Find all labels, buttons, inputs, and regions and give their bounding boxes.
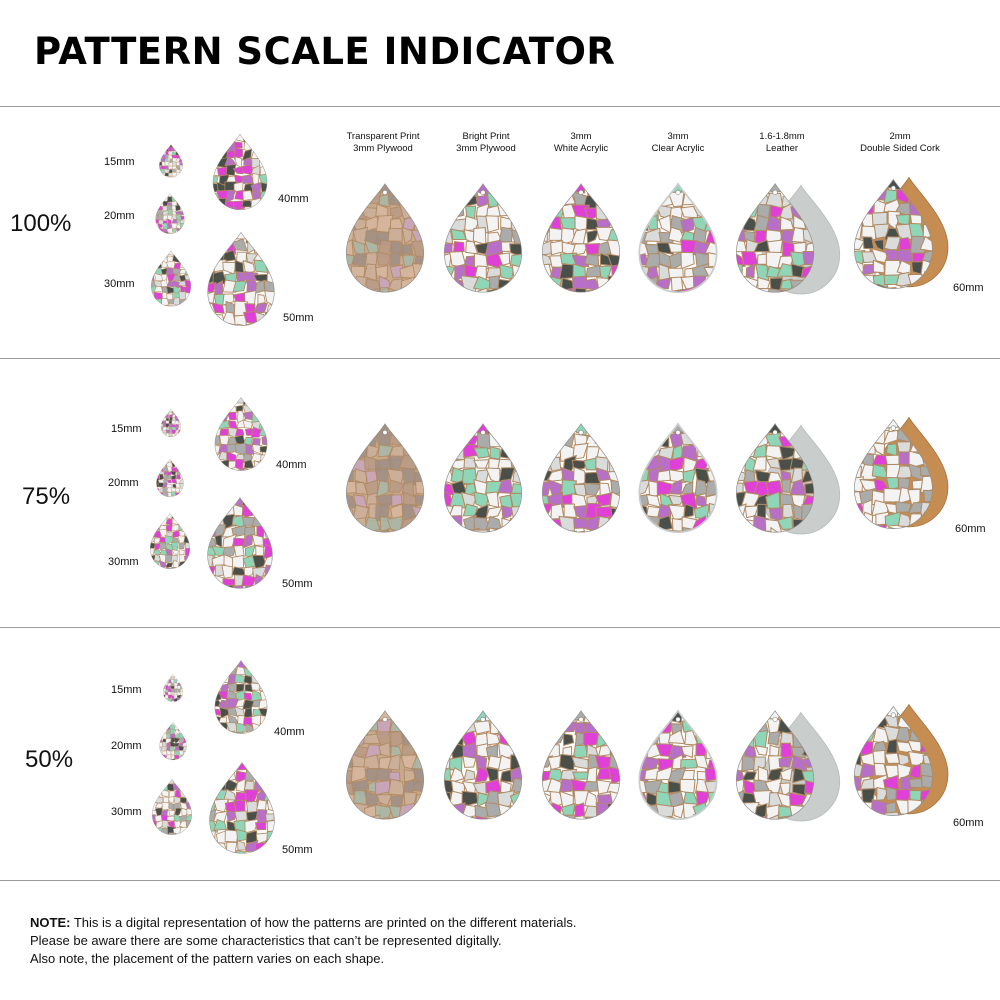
earring-sample xyxy=(151,250,191,307)
size-label-50: 50mm xyxy=(283,312,314,324)
earring-sample xyxy=(156,458,184,498)
size-label-30: 30mm xyxy=(111,806,142,818)
earring-sample xyxy=(638,182,718,294)
earring-sample xyxy=(207,497,273,589)
earring-sample xyxy=(345,423,425,533)
size-label-60: 60mm xyxy=(953,282,984,294)
footnote-line-1: NOTE: This is a digital representation o… xyxy=(30,915,577,930)
earring-sample xyxy=(214,397,268,471)
earring-sample xyxy=(155,193,185,234)
earring-sample xyxy=(214,660,268,734)
divider xyxy=(0,880,1000,881)
column-heading-white-acrylic: 3mm White Acrylic xyxy=(553,131,609,154)
size-label-15: 15mm xyxy=(111,423,142,435)
size-label-15: 15mm xyxy=(104,156,135,168)
footnote: NOTE: This is a digital representation o… xyxy=(30,914,577,968)
earring-sample xyxy=(853,176,949,289)
earring-sample xyxy=(541,183,621,293)
divider xyxy=(0,627,1000,628)
size-label-40: 40mm xyxy=(278,193,309,205)
earring-sample xyxy=(207,231,275,326)
size-label-60: 60mm xyxy=(955,523,986,535)
column-heading-cork: 2mm Double Sided Cork xyxy=(860,131,940,154)
earring-sample xyxy=(853,703,949,816)
earring-sample xyxy=(541,710,621,820)
earring-sample xyxy=(212,133,268,211)
scale-section-75: 75% 15mm 20mm 30mm 40mm 50mm 60mm xyxy=(0,359,1000,609)
earring-sample xyxy=(209,762,275,854)
scale-label: 100% xyxy=(10,210,72,237)
size-label-40: 40mm xyxy=(276,459,307,471)
earring-sample xyxy=(163,673,183,702)
size-label-15: 15mm xyxy=(111,684,142,696)
earring-sample xyxy=(150,512,190,569)
earring-sample xyxy=(443,183,523,293)
note-label: NOTE: xyxy=(30,915,71,930)
size-label-30: 30mm xyxy=(104,278,135,290)
earring-sample xyxy=(345,183,425,293)
size-label-20: 20mm xyxy=(111,740,142,752)
divider xyxy=(0,358,1000,359)
size-label-20: 20mm xyxy=(104,210,135,222)
size-label-50: 50mm xyxy=(282,578,313,590)
size-label-20: 20mm xyxy=(108,477,139,489)
column-heading-clear-acrylic: 3mm Clear Acrylic xyxy=(651,131,705,154)
column-heading-transparent-plywood: Transparent Print 3mm Plywood xyxy=(346,131,420,154)
size-label-30: 30mm xyxy=(108,556,139,568)
earring-sample xyxy=(638,709,718,821)
scale-section-100: 100% 15mm 20mm 30mm 40mm 50mm 60mm Trans… xyxy=(0,107,1000,357)
size-label-40: 40mm xyxy=(274,726,305,738)
earring-sample xyxy=(853,416,949,529)
earring-sample xyxy=(735,423,841,535)
page-title: PATTERN SCALE INDICATOR xyxy=(34,30,616,73)
size-label-50: 50mm xyxy=(282,844,313,856)
earring-sample xyxy=(735,710,841,822)
earring-sample xyxy=(443,710,523,820)
scale-label: 75% xyxy=(22,483,71,510)
earring-sample xyxy=(443,423,523,533)
footnote-line-3: Also note, the placement of the pattern … xyxy=(30,951,385,966)
earring-sample xyxy=(345,710,425,820)
divider xyxy=(0,106,1000,107)
size-label-60: 60mm xyxy=(953,817,984,829)
earring-sample xyxy=(541,423,621,533)
column-heading-leather: 1.6-1.8mm Leather xyxy=(759,131,805,154)
column-heading-bright-plywood: Bright Print 3mm Plywood xyxy=(456,131,516,154)
footnote-line-2: Please be aware there are some character… xyxy=(30,933,502,948)
earring-sample xyxy=(159,144,183,178)
earring-sample xyxy=(735,183,841,295)
scale-label: 50% xyxy=(25,746,74,773)
earring-sample xyxy=(638,422,718,534)
earring-sample xyxy=(152,778,192,835)
earring-sample xyxy=(161,408,181,437)
earring-sample xyxy=(159,721,187,761)
scale-section-50: 50% 15mm 20mm 30mm 40mm 50mm 60mm xyxy=(0,628,1000,878)
